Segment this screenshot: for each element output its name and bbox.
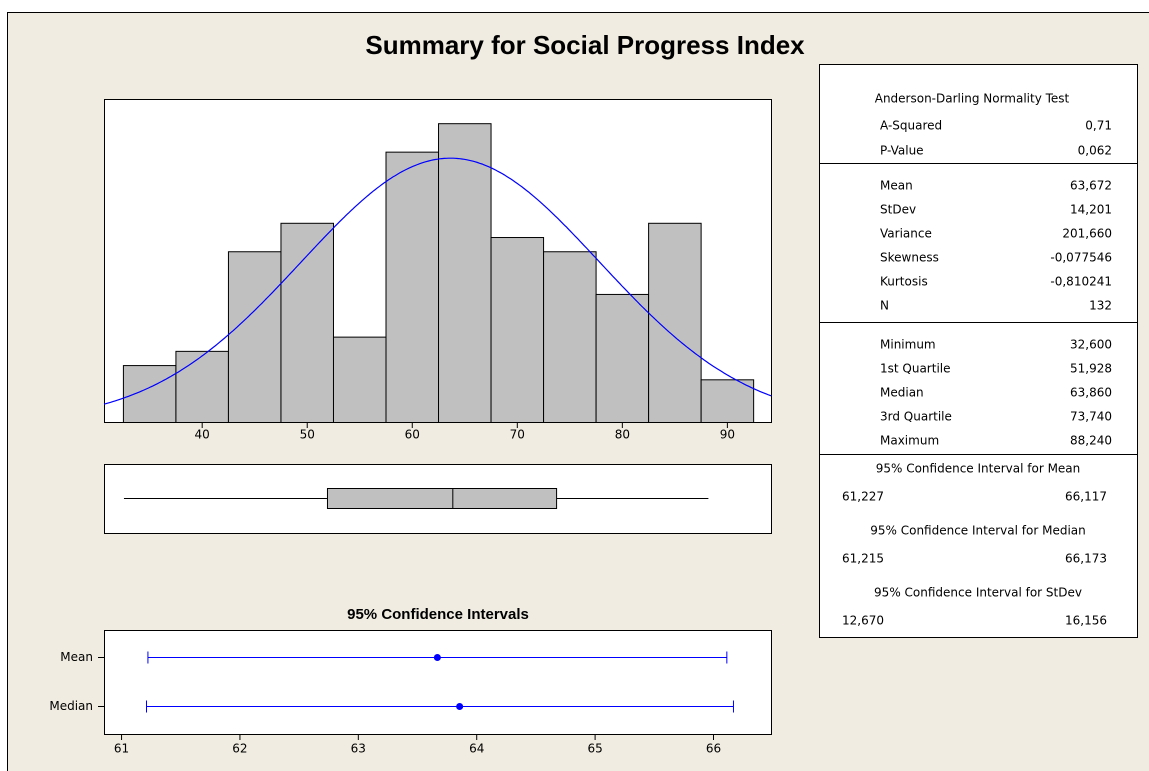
stat-value: -0,810241 bbox=[1050, 275, 1112, 289]
bar bbox=[332, 336, 387, 423]
interval-lower: 12,670 bbox=[842, 614, 884, 628]
bar bbox=[385, 151, 440, 423]
x-tick-label: 62 bbox=[232, 742, 247, 756]
chart-title: Summary for Social Progress Index bbox=[365, 30, 805, 60]
stat-name: Maximum bbox=[880, 434, 939, 448]
bar bbox=[280, 222, 334, 423]
interval-heading: 95% Confidence Interval for Mean bbox=[876, 462, 1081, 476]
bar bbox=[175, 350, 229, 423]
stat-value: 132 bbox=[1089, 299, 1112, 313]
stat-value: 201,660 bbox=[1062, 227, 1112, 241]
stat-name: Minimum bbox=[880, 338, 936, 352]
x-tick-label: 64 bbox=[469, 742, 484, 756]
stat-name: N bbox=[880, 299, 889, 313]
x-tick-label: 61 bbox=[114, 742, 129, 756]
x-tick-label: 50 bbox=[300, 428, 315, 442]
bar bbox=[543, 251, 597, 423]
interval-title: 95% Confidence Intervals bbox=[347, 606, 529, 623]
interval-upper: 66,117 bbox=[1065, 490, 1107, 504]
x-tick-label: 63 bbox=[351, 742, 366, 756]
box bbox=[326, 488, 558, 509]
stat-name: Mean bbox=[880, 179, 913, 193]
y-tick-label: Median bbox=[49, 699, 93, 713]
stat-value: -0,077546 bbox=[1050, 251, 1112, 265]
x-tick-label: 40 bbox=[195, 428, 210, 442]
interval-upper: 66,173 bbox=[1065, 552, 1107, 566]
x-tick-label: 60 bbox=[405, 428, 420, 442]
stat-value: 0,062 bbox=[1078, 144, 1112, 158]
stat-value: 32,600 bbox=[1070, 338, 1112, 352]
interval-lower: 61,227 bbox=[842, 490, 884, 504]
stat-name: Variance bbox=[880, 227, 932, 241]
interval-panel bbox=[104, 630, 772, 735]
section-title: Anderson-Darling Normality Test bbox=[875, 92, 1070, 106]
stat-value: 63,672 bbox=[1070, 179, 1112, 193]
stat-value: 14,201 bbox=[1070, 203, 1112, 217]
x-tick-label: 70 bbox=[510, 428, 525, 442]
interval-heading: 95% Confidence Interval for StDev bbox=[874, 586, 1082, 600]
x-tick-label: 80 bbox=[615, 428, 630, 442]
interval-heading: 95% Confidence Interval for Median bbox=[870, 524, 1086, 538]
stat-name: 3rd Quartile bbox=[880, 410, 952, 424]
bar bbox=[700, 379, 755, 423]
stat-value: 88,240 bbox=[1070, 434, 1112, 448]
stat-name: StDev bbox=[880, 203, 916, 217]
interval-point bbox=[456, 703, 464, 710]
normal-curve bbox=[103, 157, 772, 405]
stats-table bbox=[819, 64, 1138, 638]
bar bbox=[122, 365, 177, 424]
x-tick-label: 65 bbox=[587, 742, 602, 756]
stat-name: Median bbox=[880, 386, 924, 400]
y-tick-label: Mean bbox=[60, 650, 93, 664]
x-tick-label: 66 bbox=[706, 742, 721, 756]
stat-name: P-Value bbox=[880, 144, 924, 158]
bar bbox=[648, 222, 702, 423]
stat-value: 51,928 bbox=[1070, 362, 1112, 376]
bar bbox=[438, 123, 492, 424]
bar bbox=[490, 237, 545, 423]
interval-lower: 61,215 bbox=[842, 552, 884, 566]
stat-name: 1st Quartile bbox=[880, 362, 951, 376]
stat-name: Skewness bbox=[880, 251, 939, 265]
bar bbox=[227, 251, 282, 423]
stat-name: A-Squared bbox=[880, 119, 942, 133]
stat-value: 73,740 bbox=[1070, 410, 1112, 424]
stat-value: 0,71 bbox=[1085, 119, 1112, 133]
bar bbox=[595, 293, 650, 423]
interval-upper: 16,156 bbox=[1065, 614, 1107, 628]
interval-point bbox=[433, 654, 441, 661]
stat-value: 63,860 bbox=[1070, 386, 1112, 400]
stat-name: Kurtosis bbox=[880, 275, 928, 289]
x-tick-label: 90 bbox=[720, 428, 735, 442]
